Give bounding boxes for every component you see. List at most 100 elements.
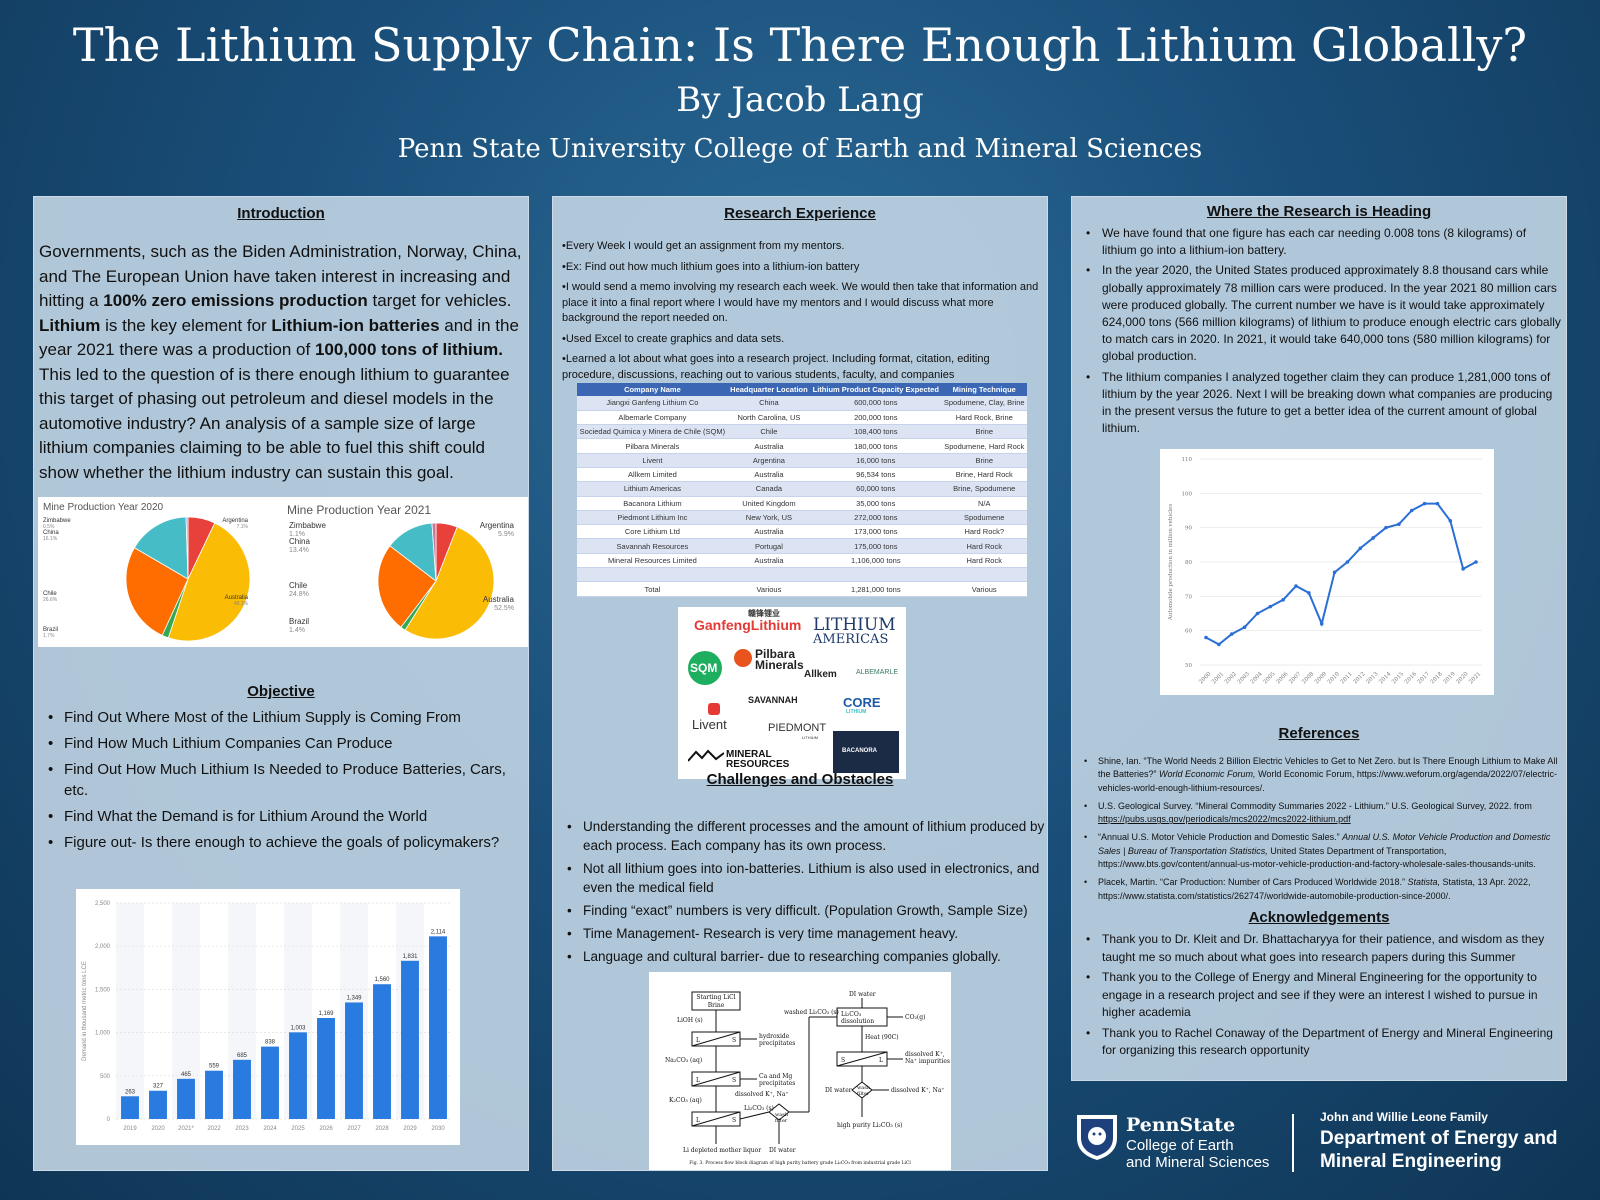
flow-diss-kna2: dissolved K⁺, Na⁺ — [891, 1087, 945, 1094]
table-cell: Brine, Hard Rock — [941, 467, 1027, 483]
pie-label: Brazil — [289, 617, 309, 626]
bar-band — [116, 903, 144, 1119]
table-cell: New York, US — [727, 510, 811, 526]
ref3-url[interactable]: United States Department of Transportati… — [1098, 845, 1536, 870]
research-item: •Learned a lot about what goes into a re… — [562, 353, 990, 381]
pie-label: China — [43, 530, 59, 536]
bar-value-label: 1,560 — [374, 977, 390, 983]
bar-y-tick: 0 — [107, 1117, 111, 1123]
table-cell: 600,000 tons — [810, 396, 942, 411]
table-cell: Spodumene — [941, 510, 1027, 526]
bar — [289, 1032, 307, 1119]
ganfeng-logo: GanfengLithium — [694, 617, 802, 633]
table-cell: 1,281,000 tons — [810, 581, 942, 597]
objective-list: Find Out Where Most of the Lithium Suppl… — [42, 707, 522, 858]
flow-heat: Heat (90C) — [865, 1034, 899, 1041]
pie-percent: 52.5% — [494, 605, 514, 612]
bar-x-tick: 2030 — [431, 1126, 445, 1132]
table-header[interactable]: Company Name — [577, 383, 728, 396]
pilbara-logo-1: Pilbara — [755, 647, 796, 661]
pie-percent: 16.1% — [43, 536, 58, 542]
bar-value-label: 838 — [265, 1040, 276, 1046]
table-header[interactable]: Mining Technique — [941, 383, 1027, 396]
bar-y-tick: 1,000 — [95, 1031, 111, 1037]
table-cell — [577, 567, 728, 583]
line-x-tick: 2005 — [1263, 671, 1277, 685]
flow-na2co3: Na₂CO₃ (aq) — [665, 1057, 702, 1064]
line-x-tick: 2001 — [1211, 671, 1225, 685]
challenge-item: Time Management- Research is very time m… — [561, 924, 1045, 943]
table-cell: Various — [727, 581, 811, 597]
mineral-resources-logo-1: MINERAL — [726, 749, 772, 760]
objective-item: Find What the Demand is for Lithium Arou… — [42, 806, 522, 827]
bar-value-label: 465 — [181, 1072, 192, 1078]
flow-wash2-2: filter — [857, 1091, 870, 1097]
line-y-tick: 80 — [1185, 560, 1192, 566]
pie-slice — [431, 522, 437, 582]
bar-y-label: Demand in thousand metric tons LCE — [82, 961, 88, 1061]
challenge-item: Understanding the different processes an… — [561, 817, 1045, 855]
line-point — [1474, 560, 1478, 564]
ref2-link[interactable]: https://pubs.usgs.gov/periodicals/mcs202… — [1098, 814, 1351, 825]
pennstate-logo: PennState College of Earth and Mineral S… — [1072, 1110, 1292, 1172]
flow-co2: CO₂(g) — [905, 1014, 925, 1021]
bar-value-label: 1,349 — [346, 995, 362, 1001]
ref4-url[interactable]: Statista, 13 Apr. 2022, https://www.stat… — [1098, 877, 1531, 901]
line-x-tick: 2021 — [1468, 671, 1482, 685]
pie-label: Zimbabwe — [43, 518, 71, 524]
flow-wash-2: filter — [775, 1118, 788, 1124]
table-cell: Spodumene, Hard Rock — [941, 438, 1027, 454]
flow-high-purity: high purity Li₂CO₃ (s) — [837, 1122, 903, 1129]
table-cell: Various — [941, 581, 1027, 597]
bar-x-tick: 2028 — [375, 1126, 389, 1132]
bar-y-tick: 500 — [100, 1074, 111, 1080]
bar-chart-svg: 0 500 1,000 1,500 2,000 2,500 263 2019 327 2020 46… — [82, 901, 452, 1132]
acknowledgements-heading: Acknowledgements — [1248, 909, 1390, 926]
line-x-tick: 2016 — [1404, 671, 1418, 685]
ref1-url[interactable]: World Economic Forum, https://www.weforu… — [1098, 769, 1558, 793]
lithium-americas-logo-2: AMERICAS — [813, 632, 889, 647]
pie-label: Australia — [483, 595, 515, 604]
ref3-italic: Annual U.S. Motor Vehicle Production and… — [1098, 832, 1551, 856]
table-cell: Australia — [727, 438, 811, 454]
left-column: Introduction Governments, such as the Bi… — [33, 196, 529, 1171]
line-point — [1204, 635, 1208, 640]
line-x-tick: 2003 — [1237, 671, 1251, 685]
piedmont-logo: PIEDMONT — [768, 722, 827, 734]
bar-x-tick: 2024 — [263, 1126, 277, 1132]
ref3-text: “Annual U.S. Motor Vehicle Production an… — [1098, 832, 1343, 843]
table-header[interactable]: Lithium Product Capacity Expected — [810, 383, 942, 396]
bar — [261, 1046, 279, 1119]
bar-value-label: 685 — [237, 1053, 248, 1059]
table-header[interactable]: Headquarter Location — [727, 383, 811, 396]
references-list: Shine, Ian. “The World Needs 2 Billion E… — [1080, 755, 1564, 908]
bar-value-label: 263 — [125, 1089, 136, 1095]
reference-item: U.S. Geological Survey. “Mineral Commodi… — [1080, 800, 1564, 827]
pie-label: Argentina — [480, 521, 515, 530]
mineral-resources-logo-2: RESOURCES — [726, 759, 790, 770]
acknowledgement-item: Thank you to Rachel Conaway of the Depar… — [1080, 1025, 1564, 1060]
intro-bold-3: Lithium-ion batteries — [271, 315, 440, 335]
table-row: Lithium Americas Canada 60,000 tons Brine, … — [577, 481, 1027, 497]
bar — [317, 1017, 335, 1119]
line-point — [1229, 632, 1234, 636]
ref4-italic: Statista, — [1407, 877, 1440, 888]
piedmont-logo-sub: LITHIUM — [802, 735, 818, 740]
line-x-tick: 2020 — [1455, 671, 1469, 685]
acknowledgements-list: Thank you to Dr. Kleit and Dr. Bhattacha… — [1080, 931, 1564, 1063]
table-cell: Hard Rock, Brine — [941, 410, 1027, 426]
line-x-tick: 2004 — [1250, 671, 1264, 685]
line-point — [1345, 560, 1350, 564]
pennstate-college-2: and Mineral Sciences — [1126, 1154, 1270, 1171]
table-cell: Australia — [727, 467, 811, 483]
bar-value-label: 2,114 — [431, 929, 446, 935]
table-cell: Savannah Resources — [577, 538, 728, 554]
pilbara-logo-2: Minerals — [755, 658, 804, 672]
line-point — [1409, 508, 1414, 513]
pie-slice — [133, 516, 189, 580]
table-cell: Livent — [577, 453, 728, 468]
table-row: Jiangxi Ganfeng Lithium Co China 600,000 t… — [577, 396, 1027, 411]
table-cell: Lithium Americas — [577, 481, 728, 497]
bacanora-logo-box — [833, 731, 899, 773]
table-row: Piedmont Lithium Inc New York, US 272,000 … — [577, 510, 1027, 526]
